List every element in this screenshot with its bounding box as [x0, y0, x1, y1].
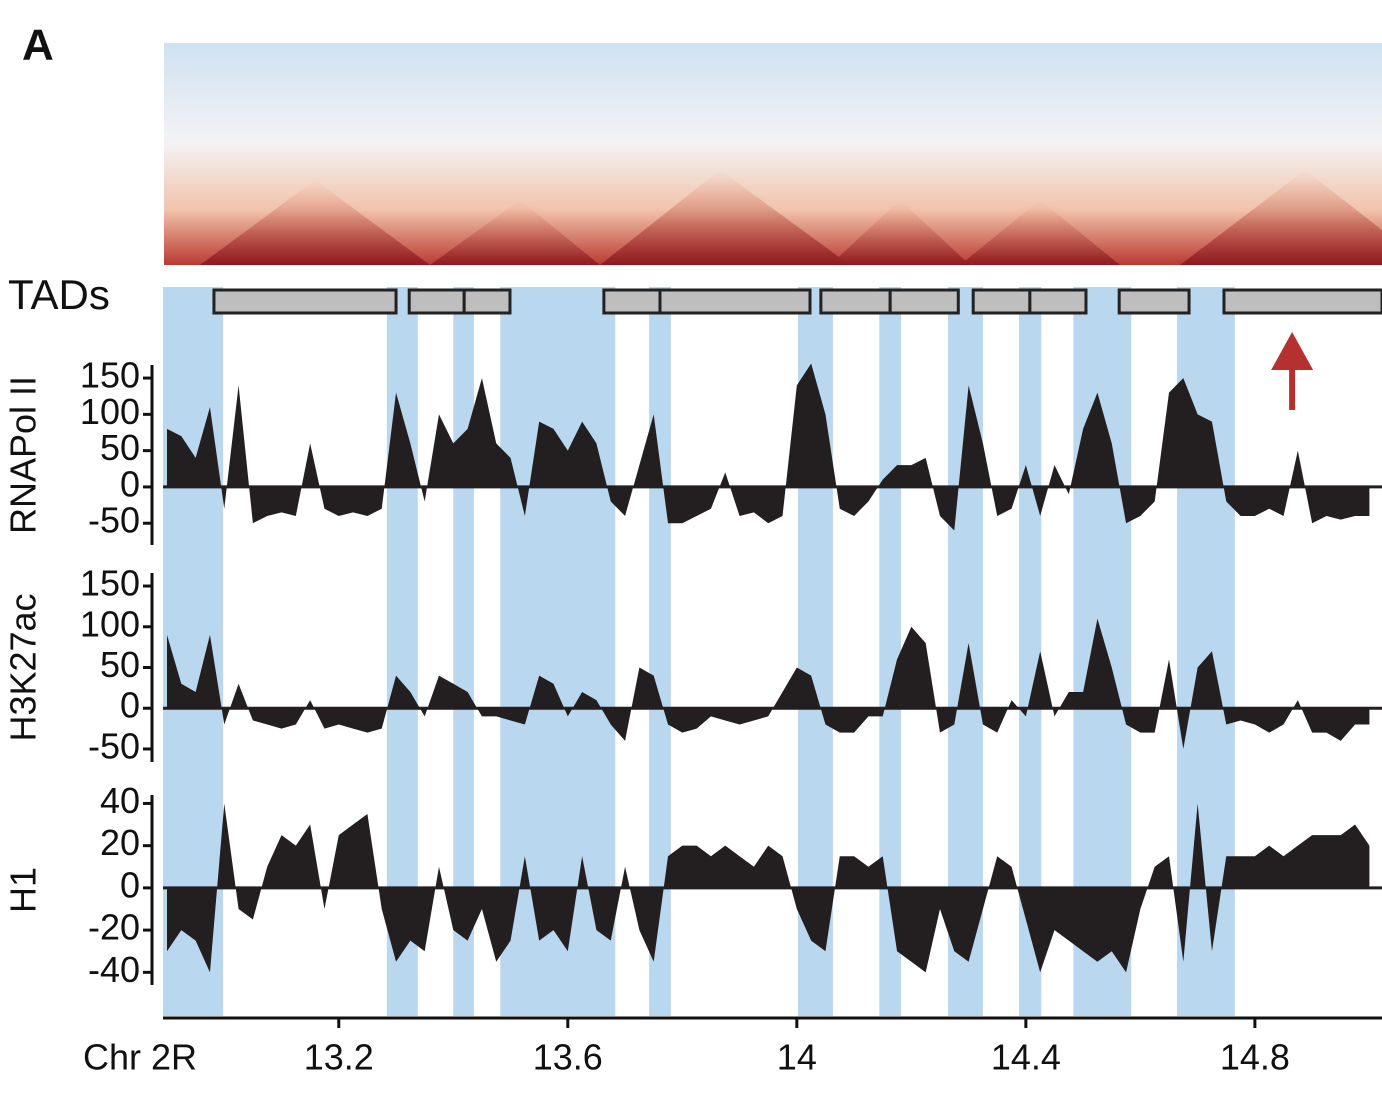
y-tick-label: -50: [88, 725, 140, 766]
y-tick-label: 0: [120, 864, 140, 905]
y-tick-label: 100: [80, 603, 140, 644]
y-tick-label: 100: [80, 391, 140, 432]
y-tick-label: -50: [88, 500, 140, 541]
track-name: H3K27ac: [3, 593, 44, 741]
tad: [1117, 288, 1191, 315]
tad: [212, 288, 398, 315]
signal-area: [167, 363, 1370, 531]
hic-heatmap: [164, 43, 1382, 265]
track-name: H1: [3, 867, 44, 913]
tads-label: TADs: [8, 271, 110, 318]
y-tick-label: 150: [80, 355, 140, 396]
y-tick-label: 0: [120, 685, 140, 726]
x-tick-label: 14: [777, 1037, 817, 1078]
tad: [971, 288, 1032, 315]
y-tick-label: 150: [80, 563, 140, 604]
arrow-head: [1271, 332, 1314, 370]
y-tick-label: -40: [88, 949, 140, 990]
panel-label: A: [22, 21, 54, 70]
x-tick-label: 13.6: [533, 1037, 603, 1078]
x-tick-label: 14.8: [1220, 1037, 1290, 1078]
x-tick-label: 14.4: [991, 1037, 1061, 1078]
tad: [1222, 288, 1382, 315]
y-tick-label: 50: [100, 644, 140, 685]
tad: [462, 288, 512, 315]
x-axis-label: Chr 2R: [83, 1037, 197, 1078]
track-name: RNAPol II: [3, 376, 44, 534]
tad: [819, 288, 892, 315]
tad: [602, 288, 662, 315]
y-tick-label: -20: [88, 907, 140, 948]
tad: [658, 288, 812, 315]
y-tick-label: 40: [100, 780, 140, 821]
y-tick-label: 50: [100, 427, 140, 468]
tad: [407, 288, 466, 315]
x-tick-label: 13.2: [304, 1037, 374, 1078]
y-tick-label: 0: [120, 463, 140, 504]
tad: [888, 288, 960, 315]
y-tick-label: 20: [100, 822, 140, 863]
tad: [1028, 288, 1088, 315]
